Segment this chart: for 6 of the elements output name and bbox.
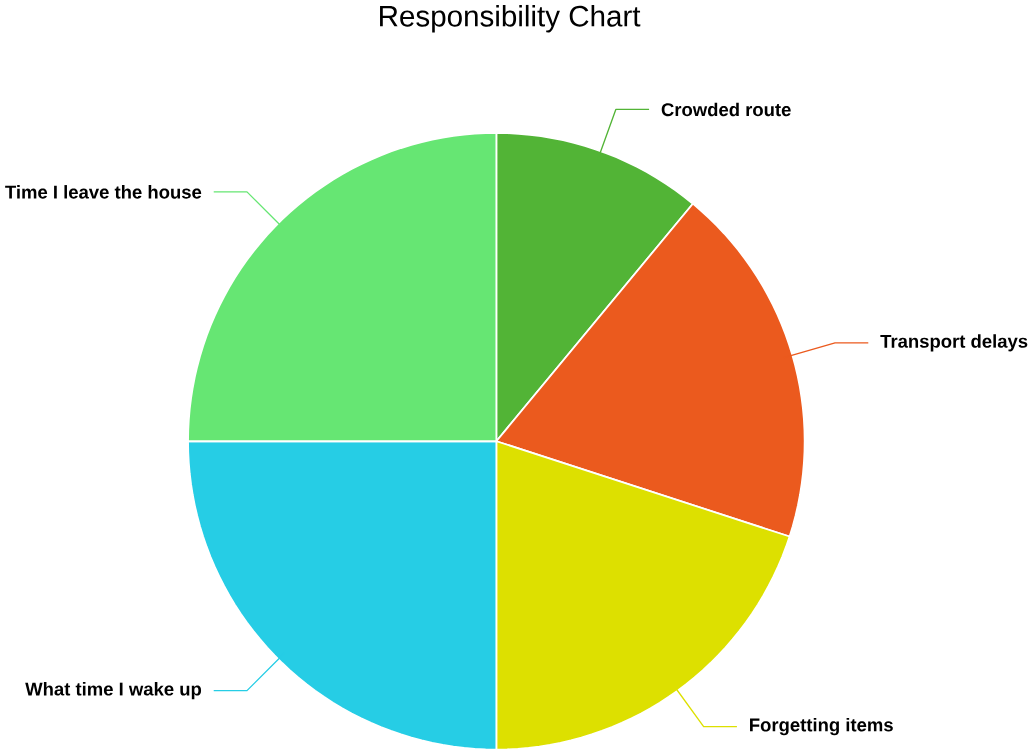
slice-label: What time I wake up [25,681,202,699]
chart-title: Responsibility Chart [380,4,641,33]
slice-label: Transport delays [880,334,1028,352]
slice-label: Forgetting items [750,717,893,735]
slice-label: Crowded route [661,102,791,116]
slice-label: Time I leave the house [5,184,202,199]
